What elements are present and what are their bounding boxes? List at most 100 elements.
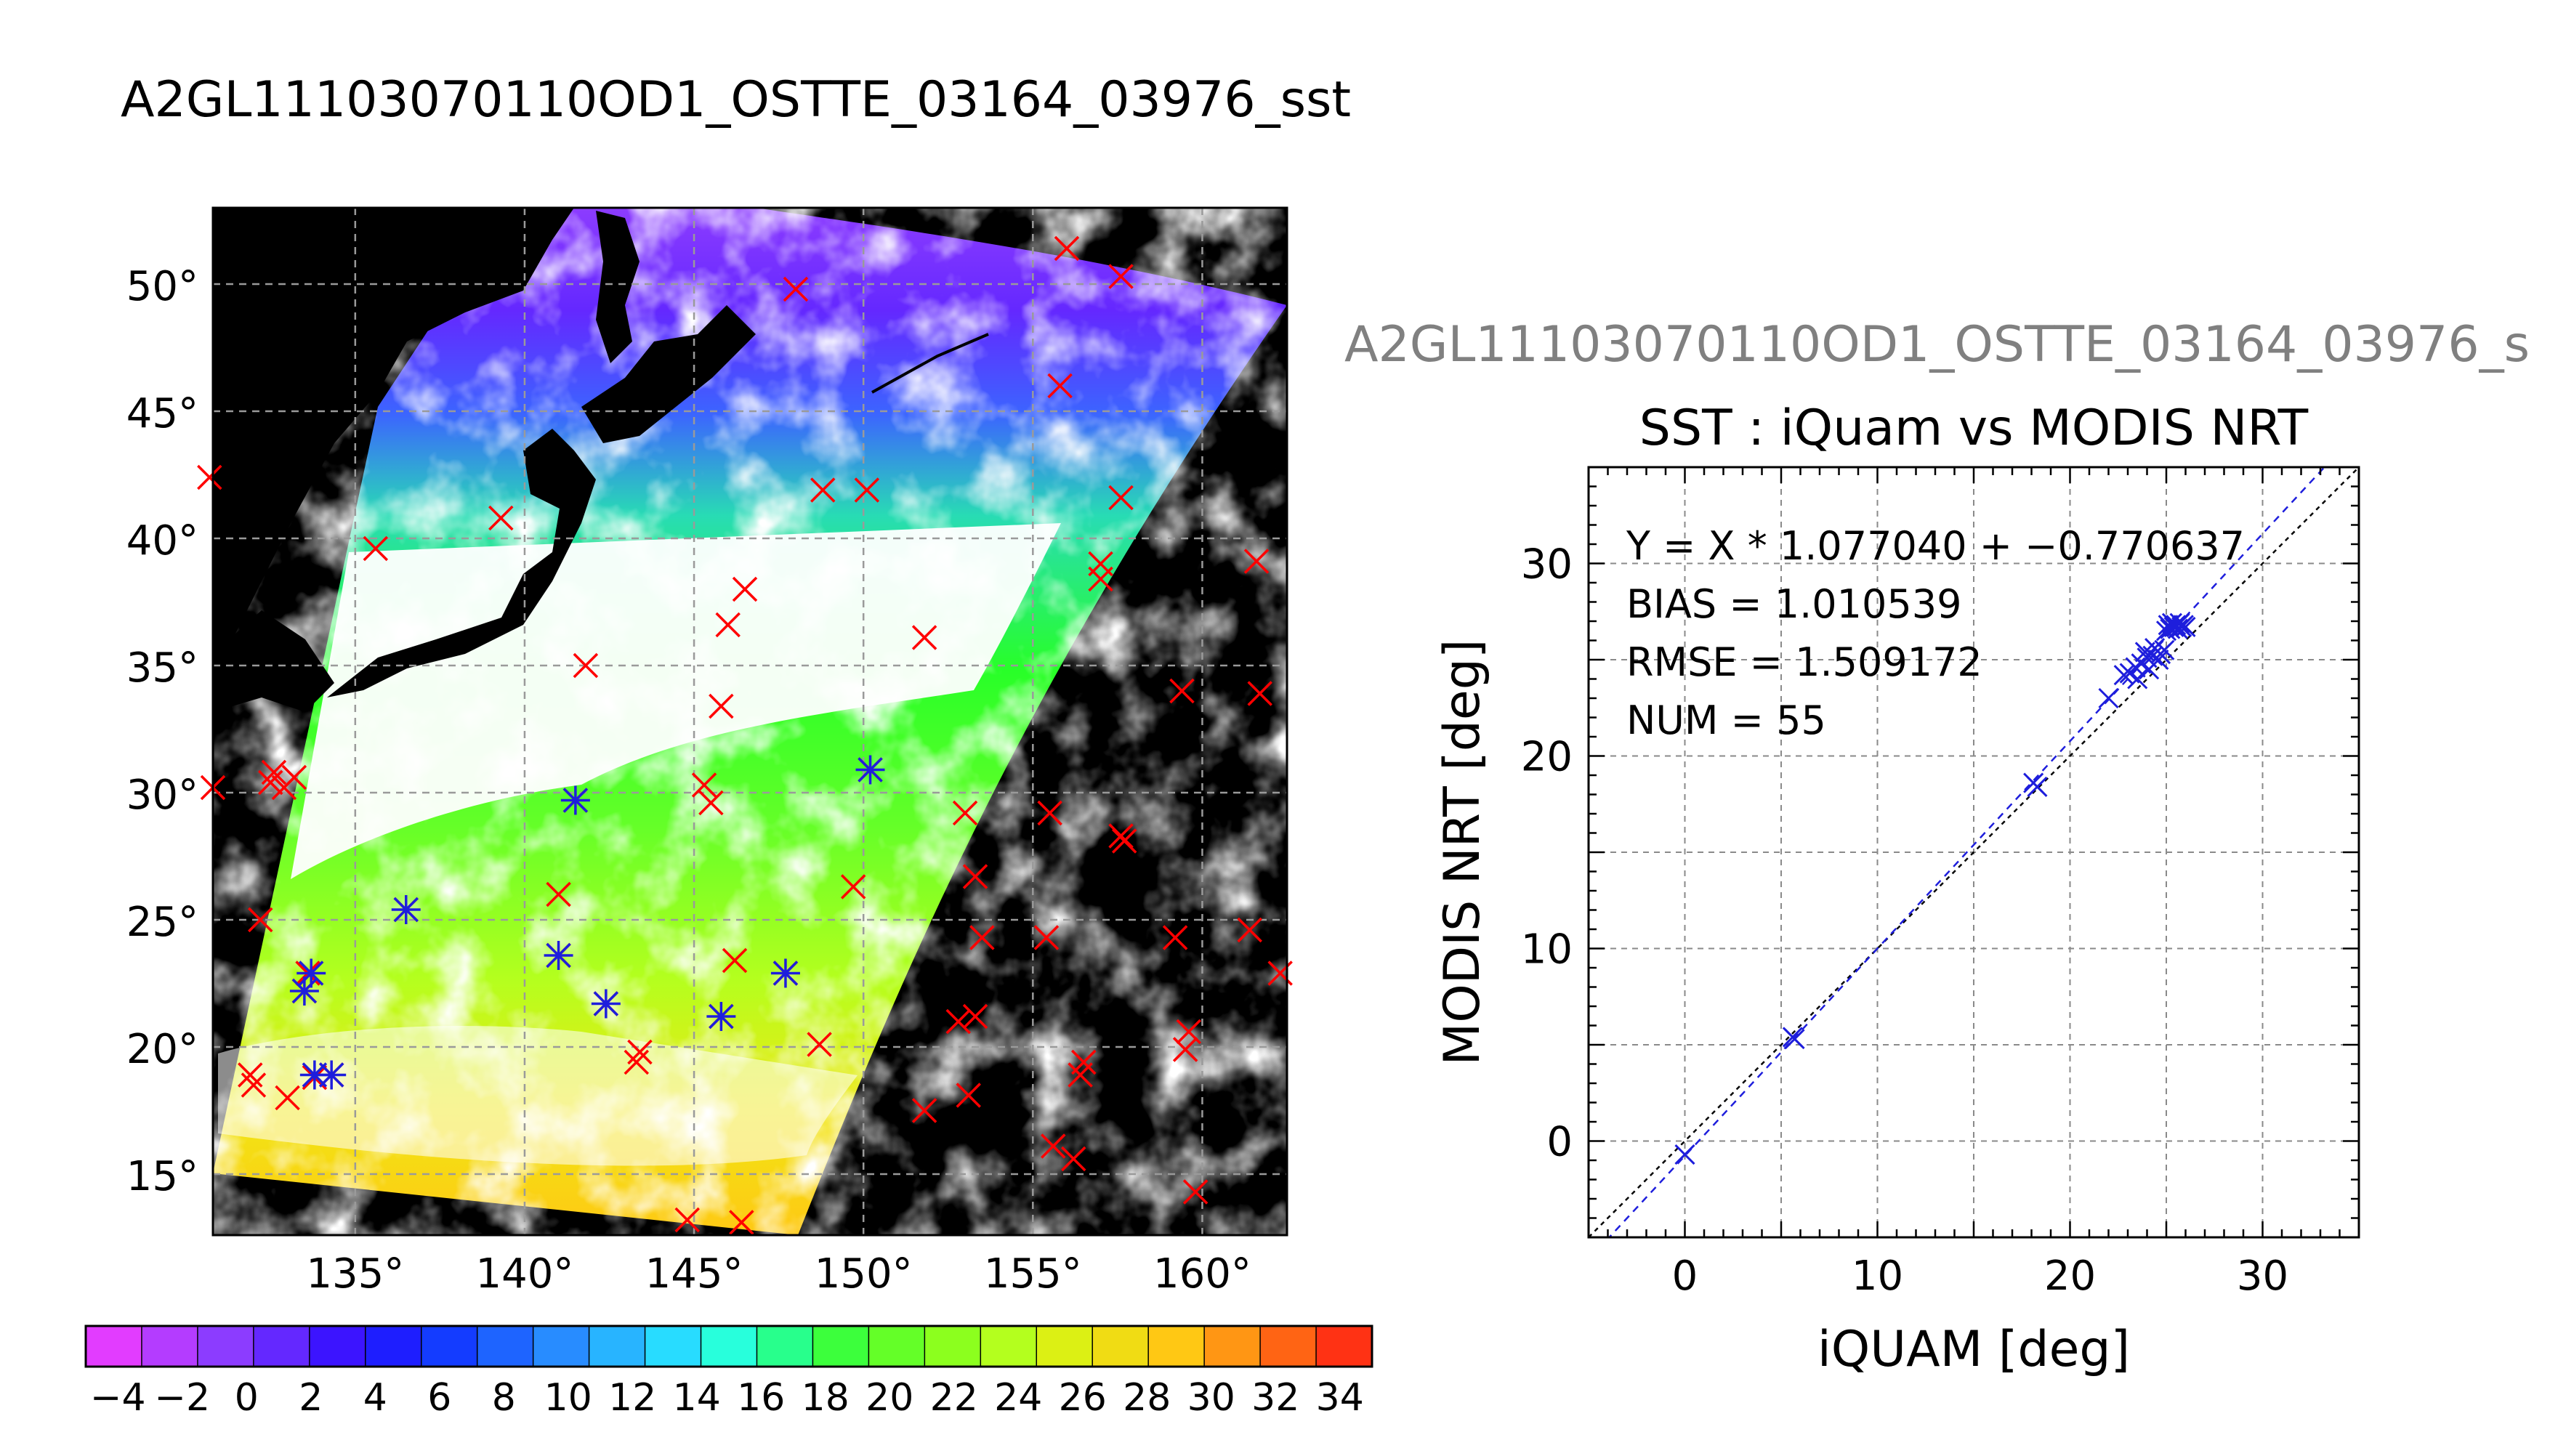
lon-tick-label: 160° [1153, 1250, 1251, 1298]
scatter-point [2175, 616, 2196, 638]
scatter-point [2154, 639, 2175, 660]
y-tick-label: 0 [1546, 1119, 1573, 1166]
lat-tick-label: 45° [126, 390, 198, 437]
lat-tick-label: 20° [126, 1026, 198, 1073]
colorbar-tick-label: 24 [994, 1376, 1042, 1420]
matchup-point [317, 1060, 347, 1090]
colorbar-tick-label: 10 [544, 1376, 592, 1420]
colorbar-cell [253, 1325, 311, 1367]
colorbar-cell [756, 1325, 814, 1367]
land-sakhalin [596, 211, 639, 363]
iquam-point [1247, 681, 1272, 706]
matchup-point [770, 958, 800, 988]
colorbar-cell [588, 1325, 646, 1367]
land-mainland-asia [213, 208, 574, 654]
iquam-point [238, 1062, 263, 1088]
iquam-point [715, 612, 741, 638]
iquam-point [1054, 235, 1080, 262]
matchup-point [289, 976, 319, 1006]
map-title: A2GL11103070110OD1_OSTTE_03164_03976_sst [121, 71, 1351, 129]
colorbar-cell [868, 1325, 926, 1367]
fit-equation: Y = X * 1.077040 + −0.770637 [1626, 523, 2245, 569]
cloud-band [291, 523, 1061, 879]
iquam-point [969, 925, 995, 950]
colorbar-tick-label: 30 [1187, 1376, 1235, 1420]
matchup-points [289, 755, 885, 1090]
cloud-band-south [218, 1025, 858, 1166]
iquam-point [956, 1083, 981, 1108]
scatter-point [1784, 1028, 1805, 1050]
colorbar-cell [1203, 1325, 1262, 1367]
lon-tick-label: 145° [645, 1250, 743, 1298]
x-tick-label: 30 [2237, 1253, 2288, 1300]
colorbar-cell [197, 1325, 255, 1367]
lat-tick-label: 30° [126, 772, 198, 819]
longitude-labels: 135° 140° 145° 150° 155° 160° [306, 1250, 1251, 1298]
matchup-point [544, 941, 573, 970]
colorbar-frame [84, 1324, 1373, 1368]
iquam-point [258, 769, 283, 796]
x-tick-label: 0 [1672, 1253, 1698, 1300]
matchup-point [706, 1002, 736, 1031]
iquam-point [854, 477, 880, 503]
colorbar-cell [476, 1325, 534, 1367]
land-hokkaido [581, 305, 756, 443]
iquam-point [709, 693, 734, 719]
colorbar-tick-label: 20 [866, 1376, 913, 1420]
lat-tick-label: 50° [126, 263, 198, 310]
map-grid [213, 208, 1287, 1235]
colorbar-cell [532, 1325, 590, 1367]
lon-tick-label: 140° [476, 1250, 574, 1298]
iquam-point [573, 652, 599, 679]
colorbar-tick-label: 28 [1123, 1376, 1171, 1420]
colorbar-tick-label: 4 [363, 1376, 387, 1420]
iquam-point [729, 1210, 754, 1235]
iquam-point [691, 772, 717, 798]
scatter-point [2098, 687, 2119, 709]
colorbar-tick-label: 16 [737, 1376, 785, 1420]
colorbar-cell [309, 1325, 367, 1367]
iquam-point [1041, 1133, 1066, 1159]
y-tick-label: 30 [1521, 541, 1573, 589]
colorbar-cell [85, 1325, 143, 1367]
x-axis-label: iQUAM [deg] [1817, 1321, 2130, 1378]
iquam-point [1037, 800, 1062, 826]
swath-seam [871, 333, 989, 394]
colorbar-tick-label: 14 [673, 1376, 721, 1420]
colorbar-tick-label: −2 [154, 1376, 210, 1420]
y-tick-label: 10 [1521, 926, 1573, 974]
map-panel: 15° 20° 25° 30° 35° 40° 45° 50° 135° 140° 145° 150… [126, 206, 1293, 1298]
iquam-point [783, 276, 809, 302]
lat-tick-label: 40° [126, 517, 198, 565]
iquam-point [363, 535, 389, 562]
colorbar-tick-label: 26 [1059, 1376, 1107, 1420]
y-tick-label: 20 [1521, 734, 1573, 781]
rmse-value: RMSE = 1.509172 [1626, 639, 1982, 685]
colorbar-cell [812, 1325, 870, 1367]
iquam-point [248, 907, 273, 933]
iquam-point [261, 759, 287, 785]
lon-tick-label: 150° [815, 1250, 913, 1298]
colorbar-tick-label: 6 [427, 1376, 451, 1420]
lat-tick-label: 25° [126, 899, 198, 946]
iquam-point [197, 464, 222, 490]
iquam-point [1237, 917, 1262, 943]
iquam-point [962, 864, 988, 889]
colorbar-cell [1036, 1325, 1094, 1367]
iquam-point [275, 1085, 300, 1111]
iquam-points [197, 235, 1293, 1235]
scatter-panel: A2GL11103070110OD1_OSTTE_03164_03976_s S… [1344, 316, 2530, 1378]
iquam-point [281, 764, 307, 790]
iquam-point [945, 1008, 971, 1035]
scatter-point [2142, 645, 2163, 666]
scatter-title: SST : iQuam vs MODIS NRT [1639, 400, 2309, 457]
iquam-point [1108, 485, 1134, 511]
colorbar-tick-label: −4 [90, 1376, 146, 1420]
iquam-point [1243, 549, 1270, 574]
lat-tick-label: 15° [126, 1153, 198, 1200]
y-axis-label: MODIS NRT [deg] [1434, 639, 1491, 1066]
colorbar-cell [141, 1325, 199, 1367]
lon-tick-label: 135° [306, 1250, 404, 1298]
iquam-point [488, 505, 514, 531]
scatter-point [2148, 649, 2169, 671]
